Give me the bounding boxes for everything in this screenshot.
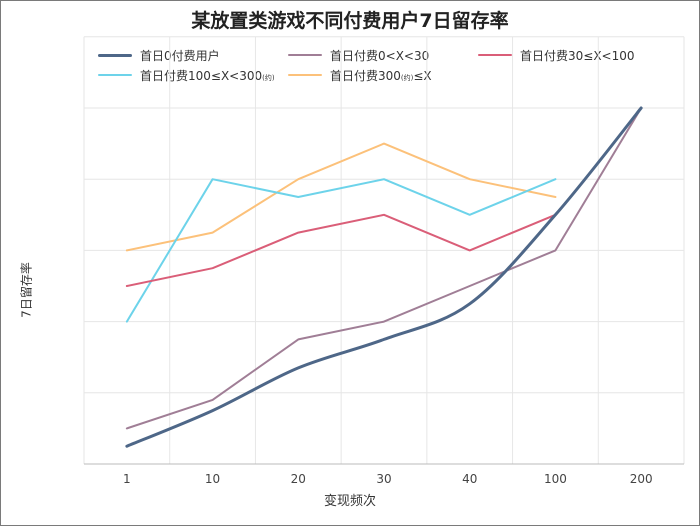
x-tick-label: 20 bbox=[291, 472, 306, 486]
legend-item-series-3[interactable]: 首日付费100≤X<300(约) bbox=[98, 67, 275, 83]
legend-swatch-4 bbox=[288, 74, 322, 76]
legend-swatch-2 bbox=[478, 54, 512, 56]
legend-swatch-3 bbox=[98, 74, 132, 76]
legend-item-series-1[interactable]: 首日付费0<X<30 bbox=[288, 47, 429, 63]
series-line-3 bbox=[125, 178, 557, 323]
chart-legend: 首日0付费用户 首日付费0<X<30 首日付费30≤X<100 首日付费100≤… bbox=[0, 0, 700, 100]
y-axis-label: 7日留存率 bbox=[19, 262, 34, 318]
x-tick-label: 30 bbox=[376, 472, 391, 486]
x-tick-label: 200 bbox=[630, 472, 653, 486]
series-line-4 bbox=[125, 142, 557, 252]
legend-swatch-0 bbox=[98, 53, 132, 57]
x-tick-label: 100 bbox=[544, 472, 567, 486]
x-tick-label: 1 bbox=[123, 472, 131, 486]
series-line-1 bbox=[125, 107, 643, 430]
series-line-2 bbox=[125, 213, 557, 287]
legend-label-3: 首日付费100≤X<300(约) bbox=[140, 68, 275, 83]
legend-label-0: 首日0付费用户 bbox=[140, 48, 220, 63]
legend-swatch-1 bbox=[288, 54, 322, 56]
series-line-0 bbox=[125, 106, 643, 448]
legend-item-series-0[interactable]: 首日0付费用户 bbox=[98, 47, 220, 63]
legend-label-1: 首日付费0<X<30 bbox=[330, 48, 430, 63]
x-tick-label: 40 bbox=[462, 472, 477, 486]
x-tick-label: 10 bbox=[205, 472, 220, 486]
legend-item-series-4[interactable]: 首日付费300(约)≤X bbox=[288, 67, 432, 83]
legend-label-2: 首日付费30≤X<100 bbox=[520, 48, 635, 63]
chart-title: 某放置类游戏不同付费用户7日留存率 bbox=[191, 10, 509, 32]
legend-item-series-2[interactable]: 首日付费30≤X<100 bbox=[478, 47, 635, 63]
x-axis-label: 变现频次 bbox=[323, 494, 376, 509]
